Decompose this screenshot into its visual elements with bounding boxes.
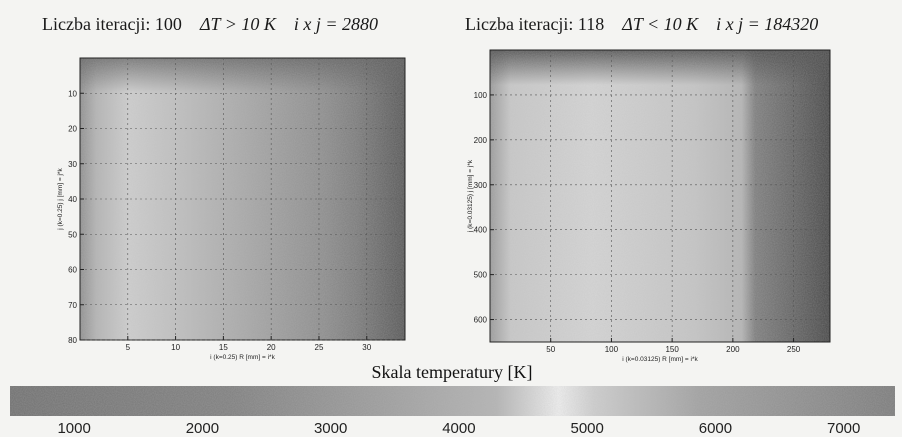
right-heatmap-texture [490, 50, 830, 342]
right-x-axis-label: i (k=0.03125) R [mm] = i*k [622, 356, 698, 363]
left-xtick-label-15: 15 [219, 343, 228, 352]
left-grid-size: i x j = 2880 [293, 14, 378, 34]
colorbar-tick-7000: 7000 [827, 420, 860, 437]
left-ytick-label-80: 80 [68, 336, 77, 345]
colorbar-tick-1000: 1000 [57, 420, 90, 437]
left-ytick-label-40: 40 [68, 195, 77, 204]
right-ytick-label-200: 200 [474, 136, 488, 145]
right-grid-size: i x j = 184320 [716, 14, 819, 34]
right-plot-title: Liczba iteracji: 118 ΔT < 10 K i x j = 184… [465, 14, 818, 35]
left-plot-title: Liczba iteracji: 100 ΔT > 10 K i x j = 288… [42, 14, 378, 35]
left-ytick-label-60: 60 [68, 266, 77, 275]
right-ytick-label-100: 100 [474, 91, 488, 100]
right-delta-t: ΔT < 10 K [622, 14, 699, 34]
right-iteration-count: Liczba iteracji: 118 [465, 14, 605, 34]
left-xtick-label-25: 25 [315, 343, 324, 352]
left-ytick-label-20: 20 [68, 125, 77, 134]
right-xtick-label-200: 200 [726, 345, 740, 354]
left-ytick-label-50: 50 [68, 230, 77, 239]
colorbar-tick-4000: 4000 [442, 420, 475, 437]
colorbar-tick-6000: 6000 [699, 420, 732, 437]
colorbar-tick-5000: 5000 [570, 420, 603, 437]
right-ytick-label-600: 600 [474, 316, 488, 325]
colorbar-tick-2000: 2000 [186, 420, 219, 437]
colorbar: Skala temperatury [K] 1000 2000 3000 4000 500… [10, 362, 895, 437]
right-y-axis-label: j (k=0.03125) j [mm] = j*k [467, 159, 474, 233]
colorbar-texture [10, 386, 895, 416]
right-ytick-label-400: 400 [474, 226, 488, 235]
left-xtick-label-20: 20 [267, 343, 276, 352]
left-iteration-count: Liczba iteracji: 100 [42, 14, 182, 34]
left-xtick-label-30: 30 [362, 343, 371, 352]
left-heatmap: 5 10 15 20 25 30 10 20 30 40 50 60 70 80 i (k=0.25) R … [57, 57, 406, 361]
right-ytick-label-500: 500 [474, 271, 488, 280]
left-y-axis-label: j (k=0.25) j [mm] = j*k [57, 168, 64, 231]
left-x-axis-label: i (k=0.25) R [mm] = i*k [210, 354, 275, 361]
right-heatmap: 50 100 150 200 250 100 200 300 400 500 600 i (k=0.0… [467, 49, 831, 363]
colorbar-title: Skala temperatury [K] [372, 362, 533, 382]
left-ytick-label-10: 10 [68, 89, 77, 98]
right-plot-frame [489, 49, 831, 343]
left-ytick-label-30: 30 [68, 160, 77, 169]
left-xtick-label-10: 10 [171, 343, 180, 352]
right-xtick-label-100: 100 [605, 345, 619, 354]
colorbar-tick-3000: 3000 [314, 420, 347, 437]
left-ytick-label-70: 70 [68, 301, 77, 310]
right-xtick-label-250: 250 [787, 345, 801, 354]
left-xtick-label-5: 5 [126, 343, 131, 352]
right-ytick-label-300: 300 [474, 181, 488, 190]
right-xtick-label-50: 50 [546, 345, 555, 354]
right-xtick-label-150: 150 [665, 345, 679, 354]
left-delta-t: ΔT > 10 K [199, 14, 276, 34]
